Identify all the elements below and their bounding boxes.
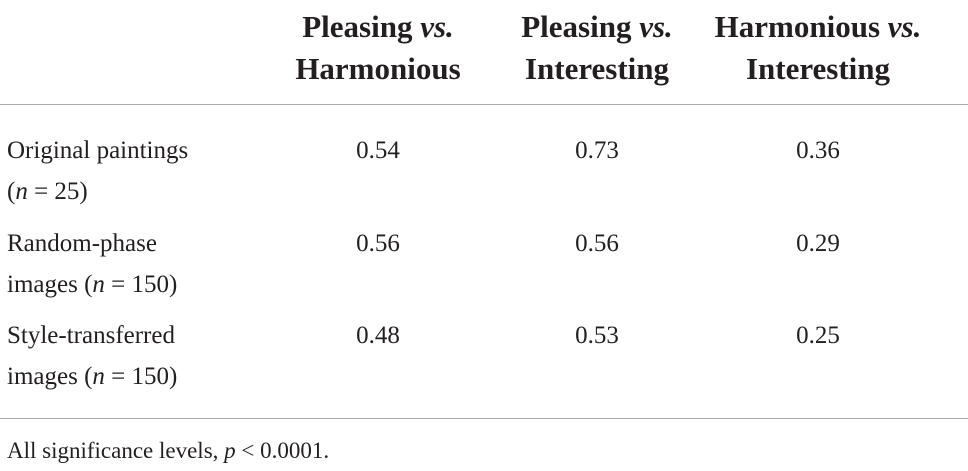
cell: 0.56 <box>575 230 619 257</box>
label-italic: n <box>92 271 105 298</box>
label-text: Style-transferred <box>7 322 175 349</box>
header-text: Harmonious <box>714 9 881 44</box>
header-text: Pleasing <box>521 9 632 44</box>
cell: 0.53 <box>575 322 619 349</box>
label-text: = 150) <box>104 271 178 298</box>
label-text: = 25) <box>27 178 88 205</box>
rule <box>0 104 968 105</box>
column-header: Harmonious vs. Interesting <box>698 6 938 90</box>
label-italic: n <box>92 363 105 390</box>
header-italic: vs. <box>639 9 673 44</box>
header-text: Pleasing <box>302 9 413 44</box>
label-text: ( <box>7 178 16 205</box>
header-text: Interesting <box>524 51 670 86</box>
cell: 0.29 <box>796 230 840 257</box>
row-label: Original paintings (n = 25) <box>7 130 188 212</box>
column-header: Pleasing vs. Interesting <box>477 6 717 90</box>
cell: 0.56 <box>356 230 400 257</box>
row-label: Style-transferred images (n = 150) <box>7 315 177 397</box>
cell: 0.73 <box>575 137 619 164</box>
label-text: = 150) <box>104 363 178 390</box>
cell: 0.25 <box>796 322 840 349</box>
footnote: All significance levels, p < 0.0001. <box>7 434 329 468</box>
header-text: Interesting <box>745 51 891 86</box>
label-text: images ( <box>7 271 93 298</box>
footnote-text: All significance levels, <box>7 438 225 463</box>
header-text: Harmonious <box>295 51 461 86</box>
footnote-text: < 0.0001. <box>235 438 330 463</box>
cell: 0.48 <box>356 322 400 349</box>
cell: 0.36 <box>796 137 840 164</box>
rule <box>0 418 968 419</box>
label-italic: n <box>15 178 28 205</box>
column-header: Pleasing vs. Harmonious <box>258 6 498 90</box>
row-label: Random-phase images (n = 150) <box>7 223 177 305</box>
label-text: images ( <box>7 363 93 390</box>
cell: 0.54 <box>356 137 400 164</box>
header-italic: vs. <box>420 9 454 44</box>
header-italic: vs. <box>887 9 922 44</box>
label-text: Random-phase <box>7 230 157 257</box>
footnote-italic: p <box>224 438 236 463</box>
label-text: Original paintings <box>7 137 189 164</box>
